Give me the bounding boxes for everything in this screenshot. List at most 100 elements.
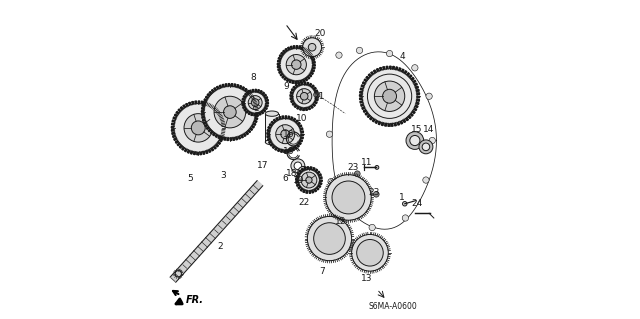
Polygon shape <box>269 141 272 143</box>
Polygon shape <box>200 152 202 155</box>
Polygon shape <box>305 49 308 52</box>
Polygon shape <box>288 116 290 120</box>
Polygon shape <box>400 121 403 124</box>
Polygon shape <box>312 189 314 193</box>
Polygon shape <box>316 187 319 190</box>
Polygon shape <box>173 135 176 137</box>
Polygon shape <box>221 136 223 139</box>
Text: 22: 22 <box>298 198 309 207</box>
Polygon shape <box>303 189 305 192</box>
Polygon shape <box>253 100 256 102</box>
Polygon shape <box>298 80 300 84</box>
Polygon shape <box>197 152 198 155</box>
Polygon shape <box>243 106 246 108</box>
Polygon shape <box>257 112 258 116</box>
Polygon shape <box>230 137 232 141</box>
Polygon shape <box>265 105 268 107</box>
Polygon shape <box>361 104 364 106</box>
Polygon shape <box>224 137 226 140</box>
Polygon shape <box>278 148 280 152</box>
Polygon shape <box>319 180 322 181</box>
Polygon shape <box>195 101 196 104</box>
Polygon shape <box>296 46 298 49</box>
Polygon shape <box>172 123 175 125</box>
Polygon shape <box>292 80 294 83</box>
Polygon shape <box>186 103 188 107</box>
Polygon shape <box>275 147 278 150</box>
Polygon shape <box>201 101 203 105</box>
Polygon shape <box>362 82 366 85</box>
Circle shape <box>374 81 404 111</box>
Polygon shape <box>281 149 283 152</box>
Polygon shape <box>244 93 248 96</box>
Polygon shape <box>252 89 254 93</box>
Polygon shape <box>233 137 234 140</box>
Polygon shape <box>202 111 205 112</box>
Polygon shape <box>308 106 310 110</box>
Polygon shape <box>285 116 287 119</box>
Polygon shape <box>303 107 304 110</box>
Polygon shape <box>371 72 374 75</box>
Polygon shape <box>291 100 294 102</box>
Polygon shape <box>408 115 411 118</box>
Polygon shape <box>397 122 399 125</box>
Polygon shape <box>251 125 254 128</box>
Circle shape <box>307 216 351 261</box>
Text: 20: 20 <box>314 28 326 38</box>
Polygon shape <box>310 72 313 74</box>
Ellipse shape <box>266 139 278 145</box>
Polygon shape <box>178 109 181 112</box>
Circle shape <box>280 48 313 81</box>
Polygon shape <box>311 59 315 61</box>
Circle shape <box>351 234 388 271</box>
Polygon shape <box>392 66 394 70</box>
Polygon shape <box>295 85 298 88</box>
Polygon shape <box>263 94 266 97</box>
Circle shape <box>383 89 397 103</box>
Polygon shape <box>289 148 291 152</box>
Polygon shape <box>310 56 314 58</box>
Polygon shape <box>213 146 216 149</box>
Polygon shape <box>390 66 391 70</box>
Polygon shape <box>280 55 283 57</box>
Polygon shape <box>172 120 175 122</box>
Polygon shape <box>307 167 308 170</box>
Polygon shape <box>291 92 294 94</box>
Polygon shape <box>222 125 225 126</box>
Circle shape <box>191 121 205 135</box>
Polygon shape <box>184 148 188 152</box>
Polygon shape <box>312 65 316 66</box>
Polygon shape <box>192 101 194 105</box>
Polygon shape <box>403 119 406 122</box>
Polygon shape <box>248 93 252 95</box>
Circle shape <box>314 92 320 98</box>
Polygon shape <box>204 99 207 101</box>
Polygon shape <box>289 79 291 83</box>
Circle shape <box>174 104 223 152</box>
Polygon shape <box>385 123 387 126</box>
Polygon shape <box>293 46 295 49</box>
Circle shape <box>355 171 360 177</box>
Polygon shape <box>255 106 258 108</box>
Text: 12: 12 <box>335 217 346 226</box>
Polygon shape <box>284 149 285 152</box>
Polygon shape <box>209 92 212 95</box>
Polygon shape <box>202 114 205 115</box>
Polygon shape <box>180 107 184 110</box>
Polygon shape <box>251 112 253 115</box>
Polygon shape <box>293 86 296 89</box>
Polygon shape <box>268 127 271 129</box>
Circle shape <box>369 224 375 231</box>
Circle shape <box>375 166 379 169</box>
Polygon shape <box>301 82 303 85</box>
Polygon shape <box>319 182 322 184</box>
Circle shape <box>326 175 371 220</box>
Polygon shape <box>220 115 223 118</box>
Circle shape <box>340 189 356 205</box>
Polygon shape <box>374 70 376 73</box>
Polygon shape <box>317 171 319 174</box>
Polygon shape <box>303 79 305 82</box>
Polygon shape <box>179 145 182 148</box>
Polygon shape <box>259 112 261 115</box>
Polygon shape <box>244 88 247 92</box>
